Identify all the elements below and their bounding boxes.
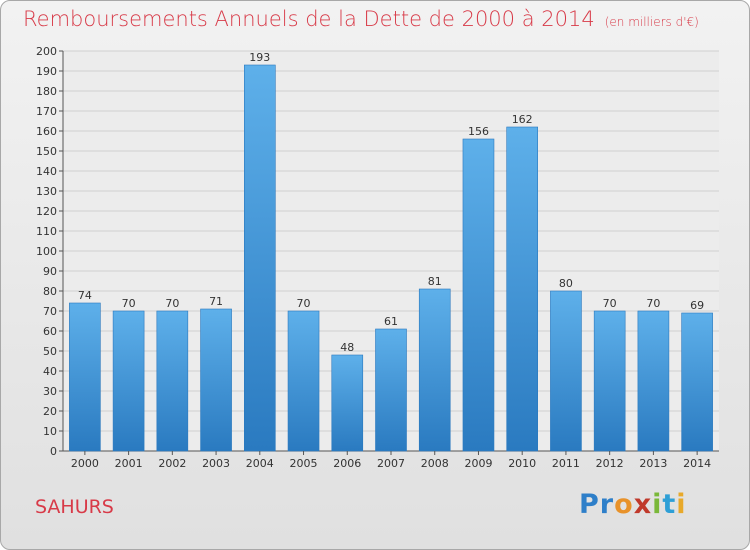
y-tick-label: 170: [36, 105, 57, 118]
y-tick-label: 160: [36, 125, 57, 138]
bar-value-label: 162: [512, 113, 533, 126]
proxiti-logo: Proxiti: [579, 489, 687, 520]
bar: [506, 126, 539, 452]
logo-letter: i: [676, 489, 687, 520]
x-tick-label: 2011: [552, 457, 580, 470]
chart-title-text: Remboursements Annuels de la Dette de 20…: [23, 7, 595, 31]
bar-value-label: 70: [646, 297, 660, 310]
x-tick-label: 2001: [115, 457, 143, 470]
y-tick-label: 140: [36, 165, 57, 178]
place-name: SAHURS: [35, 496, 114, 518]
y-tick-label: 80: [43, 285, 57, 298]
y-tick-label: 50: [43, 345, 57, 358]
bar: [156, 310, 189, 452]
y-tick-label: 120: [36, 205, 57, 218]
bar: [681, 312, 713, 452]
logo-letter: i: [652, 489, 663, 520]
logo-letter: x: [633, 489, 653, 520]
logo-letter: t: [662, 489, 677, 520]
y-tick-label: 40: [43, 365, 57, 378]
bar: [331, 354, 364, 452]
y-tick-label: 180: [36, 85, 57, 98]
x-tick-label: 2013: [639, 457, 667, 470]
x-tick-label: 2014: [683, 457, 711, 470]
logo-letter: o: [614, 489, 634, 520]
y-tick-label: 60: [43, 325, 57, 338]
bar-value-label: 70: [297, 297, 311, 310]
bar: [69, 302, 101, 452]
bar-value-label: 69: [690, 299, 704, 312]
bar-value-label: 70: [122, 297, 136, 310]
y-tick-label: 110: [36, 225, 57, 238]
x-tick-label: 2003: [202, 457, 230, 470]
y-tick-label: 70: [43, 305, 57, 318]
bar: [375, 328, 407, 452]
bar: [112, 310, 145, 452]
bar-value-label: 193: [249, 51, 270, 64]
x-tick-label: 2006: [333, 457, 361, 470]
y-tick-label: 0: [50, 445, 57, 458]
logo-letter: r: [599, 489, 615, 520]
bar: [637, 310, 670, 452]
logo-letter: P: [579, 489, 600, 520]
x-tick-label: 2004: [246, 457, 274, 470]
chart-subtitle: (en milliers d'€): [604, 15, 699, 29]
bar: [593, 310, 626, 452]
bar-value-label: 48: [340, 341, 354, 354]
bar: [287, 310, 320, 452]
y-tick-label: 150: [36, 145, 57, 158]
chart-title: Remboursements Annuels de la Dette de 20…: [23, 7, 699, 31]
bar-value-label: 80: [559, 277, 573, 290]
x-tick-label: 2000: [71, 457, 99, 470]
bar: [462, 138, 495, 452]
bar-value-label: 81: [428, 275, 442, 288]
bar-value-label: 74: [78, 289, 92, 302]
bar: [244, 64, 276, 452]
x-tick-label: 2007: [377, 457, 405, 470]
bar-value-label: 70: [165, 297, 179, 310]
y-tick-label: 100: [36, 245, 57, 258]
x-tick-label: 2008: [421, 457, 449, 470]
bar: [418, 288, 451, 452]
y-tick-label: 90: [43, 265, 57, 278]
y-tick-label: 20: [43, 405, 57, 418]
y-tick-label: 190: [36, 65, 57, 78]
x-tick-label: 2012: [596, 457, 624, 470]
bar-value-label: 156: [468, 125, 489, 138]
bar-value-label: 71: [209, 295, 223, 308]
bar: [200, 308, 232, 452]
x-tick-label: 2010: [508, 457, 536, 470]
x-tick-label: 2009: [464, 457, 492, 470]
y-tick-label: 130: [36, 185, 57, 198]
y-tick-label: 30: [43, 385, 57, 398]
y-tick-label: 200: [36, 45, 57, 58]
bar-value-label: 70: [603, 297, 617, 310]
bar: [550, 290, 582, 452]
bar-value-label: 61: [384, 315, 398, 328]
x-tick-label: 2002: [158, 457, 186, 470]
x-tick-label: 2005: [290, 457, 318, 470]
y-tick-label: 10: [43, 425, 57, 438]
